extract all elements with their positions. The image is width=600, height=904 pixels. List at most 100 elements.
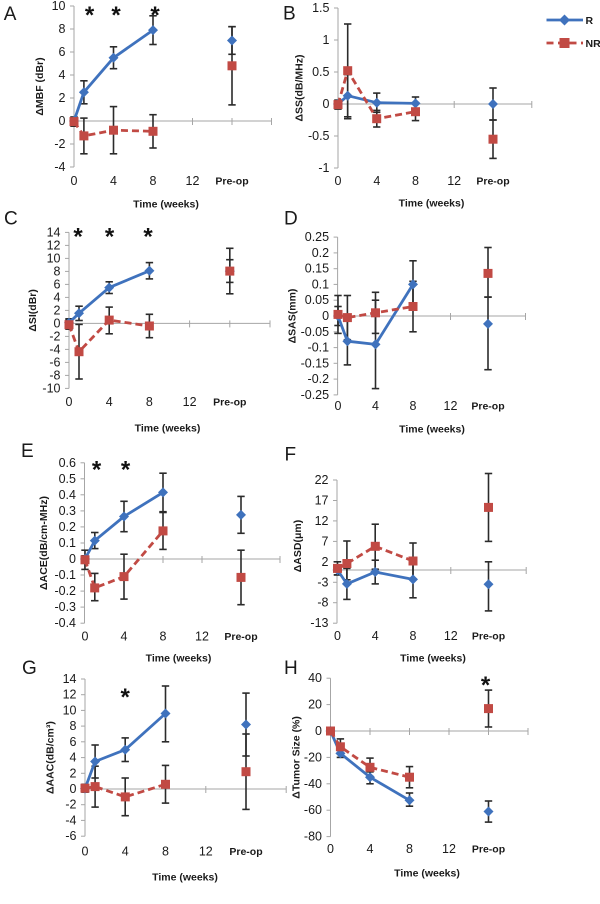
svg-text:0.4: 0.4 bbox=[59, 488, 76, 502]
svg-text:1.5: 1.5 bbox=[312, 1, 329, 15]
svg-text:Time (weeks): Time (weeks) bbox=[399, 198, 465, 210]
svg-text:Time (weeks): Time (weeks) bbox=[400, 653, 466, 665]
svg-text:8: 8 bbox=[162, 845, 169, 859]
svg-text:-13: -13 bbox=[310, 616, 328, 630]
svg-text:8: 8 bbox=[54, 264, 61, 278]
svg-text:-0.2: -0.2 bbox=[54, 584, 76, 598]
svg-text:-40: -40 bbox=[304, 777, 322, 791]
svg-text:0: 0 bbox=[70, 782, 77, 796]
svg-text:R: R bbox=[586, 15, 594, 27]
svg-text:4: 4 bbox=[121, 630, 128, 644]
svg-text:2: 2 bbox=[70, 766, 77, 780]
svg-text:6: 6 bbox=[54, 277, 61, 291]
svg-text:0: 0 bbox=[327, 842, 334, 856]
svg-text:0.1: 0.1 bbox=[312, 277, 329, 291]
svg-text:*: * bbox=[73, 223, 83, 250]
svg-text:Pre-op: Pre-op bbox=[472, 844, 505, 856]
svg-text:-4: -4 bbox=[54, 160, 65, 174]
svg-text:0: 0 bbox=[82, 630, 89, 644]
svg-text:-80: -80 bbox=[304, 830, 322, 844]
svg-text:ΔSI(dBr): ΔSI(dBr) bbox=[27, 289, 39, 332]
svg-text:Time (weeks): Time (weeks) bbox=[152, 872, 218, 884]
svg-text:8: 8 bbox=[406, 842, 413, 856]
svg-text:D: D bbox=[284, 209, 298, 230]
svg-text:12: 12 bbox=[183, 395, 197, 409]
svg-text:4: 4 bbox=[106, 395, 113, 409]
svg-text:20: 20 bbox=[308, 698, 322, 712]
svg-text:0.25: 0.25 bbox=[305, 230, 329, 244]
svg-text:12: 12 bbox=[199, 845, 213, 859]
svg-text:12: 12 bbox=[444, 399, 458, 413]
svg-text:12: 12 bbox=[186, 174, 200, 188]
svg-text:0: 0 bbox=[66, 395, 73, 409]
svg-text:-10: -10 bbox=[42, 381, 60, 395]
svg-text:0.05: 0.05 bbox=[305, 293, 329, 307]
svg-text:ΔAAC(dB/cm³): ΔAAC(dB/cm³) bbox=[45, 721, 57, 794]
svg-text:17: 17 bbox=[315, 494, 329, 508]
svg-text:0.1: 0.1 bbox=[59, 536, 76, 550]
svg-text:Pre-op: Pre-op bbox=[476, 176, 509, 188]
svg-text:-4: -4 bbox=[65, 813, 76, 827]
svg-text:Pre-op: Pre-op bbox=[471, 401, 504, 413]
svg-text:-0.3: -0.3 bbox=[54, 600, 76, 614]
svg-text:4: 4 bbox=[59, 68, 66, 82]
svg-text:-8: -8 bbox=[49, 368, 60, 382]
svg-text:4: 4 bbox=[372, 399, 379, 413]
svg-text:4: 4 bbox=[54, 290, 61, 304]
svg-text:6: 6 bbox=[70, 735, 77, 749]
svg-text:*: * bbox=[481, 672, 491, 699]
svg-text:4: 4 bbox=[70, 751, 77, 765]
svg-text:-2: -2 bbox=[65, 798, 76, 812]
svg-text:2: 2 bbox=[54, 303, 61, 317]
svg-text:-60: -60 bbox=[304, 803, 322, 817]
svg-text:Pre-op: Pre-op bbox=[224, 631, 257, 643]
svg-text:-1: -1 bbox=[318, 161, 329, 175]
svg-text:Pre-op: Pre-op bbox=[213, 397, 246, 409]
svg-text:H: H bbox=[284, 658, 298, 679]
svg-text:0: 0 bbox=[82, 845, 89, 859]
svg-text:-6: -6 bbox=[65, 829, 76, 843]
svg-text:10: 10 bbox=[52, 0, 66, 13]
svg-text:G: G bbox=[22, 658, 37, 679]
svg-text:0: 0 bbox=[54, 316, 61, 330]
svg-text:-0.25: -0.25 bbox=[301, 388, 330, 402]
svg-text:*: * bbox=[92, 457, 102, 484]
svg-text:ΔTumor Size (%): ΔTumor Size (%) bbox=[291, 716, 303, 799]
svg-text:4: 4 bbox=[122, 845, 129, 859]
svg-text:F: F bbox=[285, 445, 297, 466]
svg-text:12: 12 bbox=[442, 842, 456, 856]
svg-text:8: 8 bbox=[150, 174, 157, 188]
svg-text:8: 8 bbox=[412, 174, 419, 188]
svg-text:*: * bbox=[85, 2, 95, 29]
svg-text:0.5: 0.5 bbox=[59, 472, 76, 486]
svg-text:-4: -4 bbox=[49, 342, 60, 356]
svg-text:*: * bbox=[143, 223, 153, 250]
svg-text:2: 2 bbox=[322, 555, 329, 569]
svg-text:0: 0 bbox=[335, 174, 342, 188]
svg-text:0: 0 bbox=[59, 114, 66, 128]
svg-text:1: 1 bbox=[323, 33, 330, 47]
svg-text:NR: NR bbox=[586, 38, 600, 50]
svg-text:0: 0 bbox=[335, 399, 342, 413]
svg-text:-3: -3 bbox=[317, 575, 328, 589]
svg-text:12: 12 bbox=[63, 688, 77, 702]
svg-text:12: 12 bbox=[444, 629, 458, 643]
svg-text:*: * bbox=[121, 457, 131, 484]
svg-text:10: 10 bbox=[63, 703, 77, 717]
svg-text:6: 6 bbox=[59, 45, 66, 59]
svg-text:0: 0 bbox=[315, 724, 322, 738]
svg-text:-0.4: -0.4 bbox=[54, 616, 76, 630]
svg-text:4: 4 bbox=[110, 174, 117, 188]
svg-text:-0.15: -0.15 bbox=[301, 356, 330, 370]
svg-text:0: 0 bbox=[334, 629, 341, 643]
svg-text:ΔASD(μm): ΔASD(μm) bbox=[292, 520, 304, 572]
svg-text:-2: -2 bbox=[54, 137, 65, 151]
svg-text:-6: -6 bbox=[49, 355, 60, 369]
svg-text:-0.05: -0.05 bbox=[301, 325, 330, 339]
svg-text:Pre-op: Pre-op bbox=[472, 631, 505, 643]
svg-text:*: * bbox=[121, 684, 131, 711]
svg-text:C: C bbox=[4, 208, 18, 229]
svg-text:-0.1: -0.1 bbox=[54, 568, 76, 582]
svg-text:12: 12 bbox=[47, 238, 61, 252]
svg-text:-0.1: -0.1 bbox=[308, 341, 330, 355]
